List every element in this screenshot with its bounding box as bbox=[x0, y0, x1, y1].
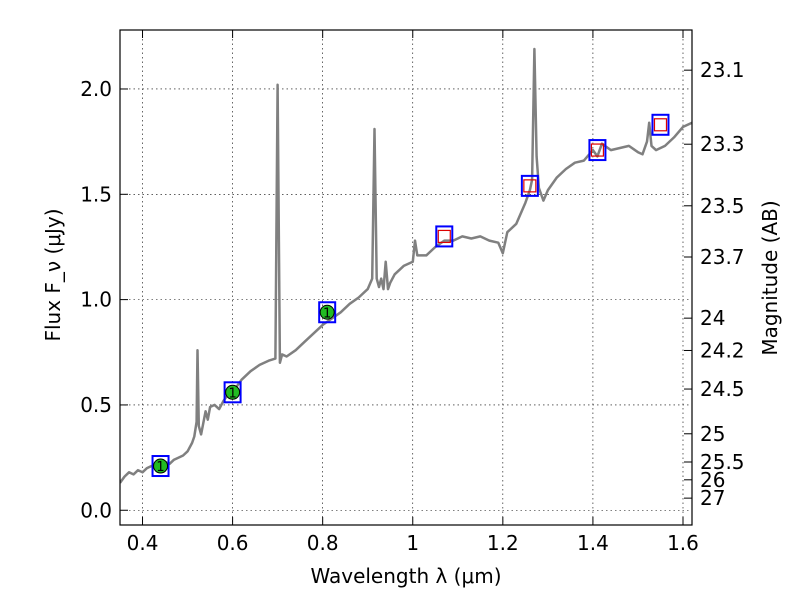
x-tick-label: 0.6 bbox=[217, 531, 249, 555]
plot-frame bbox=[119, 29, 693, 526]
photometry-box bbox=[520, 174, 539, 197]
mag-tick-label: 23.1 bbox=[700, 58, 745, 82]
photometry-label: 1 bbox=[156, 460, 164, 475]
photometry-box bbox=[318, 301, 337, 324]
y-tick-label: 2.0 bbox=[80, 77, 112, 101]
photometry-detection bbox=[319, 304, 335, 320]
x-axis-label: Wavelength λ (μm) bbox=[310, 564, 501, 588]
x-tick-label: 1.6 bbox=[667, 531, 699, 555]
photometry-box bbox=[151, 455, 170, 478]
mag-tick-label: 23.7 bbox=[700, 245, 745, 269]
photometry-detection bbox=[153, 458, 169, 474]
spectrum-line bbox=[120, 47, 692, 484]
grid-lines bbox=[120, 30, 692, 525]
y-tick-label: 1.0 bbox=[80, 288, 112, 312]
x-tick-label: 0.4 bbox=[127, 531, 159, 555]
x-tick-label: 1 bbox=[406, 531, 419, 555]
mag-tick-label: 24.5 bbox=[700, 377, 745, 401]
photometry-model-marker bbox=[590, 143, 605, 157]
y-tick-label: 0.5 bbox=[80, 393, 112, 417]
photometry-label: 1 bbox=[228, 386, 236, 401]
mag-tick-label: 25.5 bbox=[700, 450, 745, 474]
mag-tick-label: 25 bbox=[700, 422, 725, 446]
y2-axis-label: Magnitude (AB) bbox=[758, 200, 782, 355]
mag-tick-label: 23.3 bbox=[700, 132, 745, 156]
y-axis-ticks: 0.0 0.5 1.0 1.5 2.0 bbox=[80, 77, 128, 522]
x-tick-label: 0.8 bbox=[307, 531, 339, 555]
photometry-box bbox=[435, 225, 454, 248]
photometry-detection bbox=[225, 384, 241, 400]
mag-tick-label: 26 bbox=[700, 468, 725, 492]
spectrum-series bbox=[120, 47, 692, 484]
photometry-box bbox=[588, 139, 607, 162]
mag-tick-label: 27 bbox=[700, 486, 725, 510]
y-tick-label: 1.5 bbox=[80, 182, 112, 206]
x-tick-label: 1.4 bbox=[577, 531, 609, 555]
x-axis-ticks: 0.4 0.6 0.8 1 1.2 1.4 1.6 bbox=[127, 30, 699, 555]
y-tick-label: 0.0 bbox=[80, 498, 112, 522]
photometry-box bbox=[651, 113, 670, 136]
y-axis-label: Flux F_ν (μJy) bbox=[41, 208, 65, 341]
mag-tick-label: 24.2 bbox=[700, 338, 745, 362]
photometry-model-marker bbox=[653, 118, 668, 132]
photometry-label: 1 bbox=[323, 306, 331, 321]
mag-tick-label: 24 bbox=[700, 306, 725, 330]
photometry-model-marker bbox=[437, 229, 451, 244]
x-tick-label: 1.2 bbox=[487, 531, 519, 555]
photometry-points: 1 1 1 bbox=[151, 113, 670, 478]
photometry-box bbox=[223, 381, 242, 404]
photometry-model-marker bbox=[523, 179, 537, 193]
mag-tick-label: 23.5 bbox=[700, 194, 745, 218]
